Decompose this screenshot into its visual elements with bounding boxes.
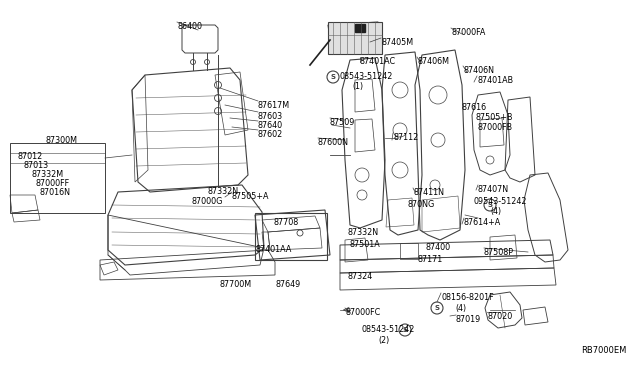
Bar bbox=[255, 213, 327, 260]
Text: 87405M: 87405M bbox=[381, 38, 413, 47]
Text: 87505+B: 87505+B bbox=[475, 113, 513, 122]
Text: 87603: 87603 bbox=[258, 112, 283, 121]
Text: 87406N: 87406N bbox=[463, 66, 494, 75]
Bar bbox=[328, 22, 382, 54]
Text: 87708: 87708 bbox=[274, 218, 300, 227]
Text: (4): (4) bbox=[490, 207, 501, 216]
Text: 87640: 87640 bbox=[258, 121, 283, 130]
Text: 870NG: 870NG bbox=[408, 200, 435, 209]
Text: 87401AC: 87401AC bbox=[360, 57, 396, 66]
Text: 87616: 87616 bbox=[462, 103, 487, 112]
Text: S: S bbox=[403, 327, 408, 333]
Text: 87171: 87171 bbox=[418, 255, 444, 264]
Text: 87700M: 87700M bbox=[220, 280, 252, 289]
Text: 87509: 87509 bbox=[330, 118, 355, 127]
Text: 87602: 87602 bbox=[258, 130, 284, 139]
Text: 87401AA: 87401AA bbox=[256, 245, 292, 254]
Bar bbox=[400, 243, 418, 259]
Text: 87649: 87649 bbox=[275, 280, 300, 289]
Bar bbox=[355, 24, 365, 32]
Text: 09543-51242: 09543-51242 bbox=[474, 197, 527, 206]
Text: S: S bbox=[435, 305, 440, 311]
Text: 87000FB: 87000FB bbox=[477, 123, 512, 132]
Text: 87614+A: 87614+A bbox=[464, 218, 501, 227]
Text: 87505+A: 87505+A bbox=[232, 192, 269, 201]
Text: S: S bbox=[330, 74, 335, 80]
Text: 87000FA: 87000FA bbox=[451, 28, 485, 37]
Text: (4): (4) bbox=[455, 304, 466, 313]
Text: 87012: 87012 bbox=[18, 152, 44, 161]
Text: 87019: 87019 bbox=[456, 315, 481, 324]
Text: (2): (2) bbox=[378, 336, 389, 345]
Text: 87508P: 87508P bbox=[484, 248, 514, 257]
Text: S: S bbox=[488, 202, 493, 208]
Text: 87000FC: 87000FC bbox=[345, 308, 380, 317]
Text: 87617M: 87617M bbox=[258, 101, 290, 110]
Text: 87600N: 87600N bbox=[318, 138, 349, 147]
Text: 87300M: 87300M bbox=[46, 136, 78, 145]
Text: 86400: 86400 bbox=[177, 22, 202, 31]
Text: 87332M: 87332M bbox=[32, 170, 64, 179]
Text: RB7000EM: RB7000EM bbox=[580, 346, 626, 355]
Text: (1): (1) bbox=[352, 82, 363, 91]
Text: 87332N: 87332N bbox=[348, 228, 379, 237]
Text: 87013: 87013 bbox=[24, 161, 49, 170]
Text: 87324: 87324 bbox=[348, 272, 373, 281]
Text: 87332N: 87332N bbox=[208, 187, 239, 196]
Text: 87400: 87400 bbox=[425, 243, 450, 252]
Text: 87406M: 87406M bbox=[417, 57, 449, 66]
Text: 87401AB: 87401AB bbox=[477, 76, 513, 85]
Text: 08543-51242: 08543-51242 bbox=[340, 72, 394, 81]
Text: 87501A: 87501A bbox=[350, 240, 381, 249]
Text: 08543-51242: 08543-51242 bbox=[362, 325, 415, 334]
Text: 87000G: 87000G bbox=[192, 197, 223, 206]
Text: 87411N: 87411N bbox=[413, 188, 444, 197]
Text: 87020: 87020 bbox=[487, 312, 512, 321]
Text: 87000FF: 87000FF bbox=[36, 179, 70, 188]
Text: 87407N: 87407N bbox=[478, 185, 509, 194]
Text: 08156-8201F: 08156-8201F bbox=[441, 293, 493, 302]
Bar bbox=[10, 143, 105, 213]
Text: 87112: 87112 bbox=[393, 133, 419, 142]
Text: 87016N: 87016N bbox=[40, 188, 71, 197]
